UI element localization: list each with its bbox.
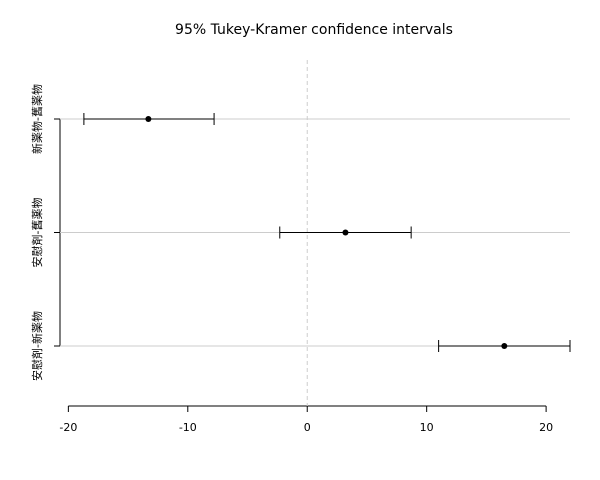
estimate-point — [342, 229, 349, 236]
x-tick-label: 20 — [539, 421, 553, 434]
x-tick-label: -10 — [179, 421, 197, 434]
x-tick-label: 10 — [420, 421, 434, 434]
chart-title: 95% Tukey-Kramer confidence intervals — [175, 22, 453, 38]
estimate-point — [145, 116, 152, 122]
y-tick-label: 新薬物-舊薬物 — [30, 84, 44, 154]
x-tick-label: -20 — [59, 421, 77, 434]
estimate-point — [501, 343, 508, 349]
y-tick-label: 安慰剤-舊薬物 — [30, 198, 44, 268]
y-tick-label: 安慰剤-新薬物 — [30, 311, 44, 381]
x-tick-label: 0 — [304, 421, 311, 434]
